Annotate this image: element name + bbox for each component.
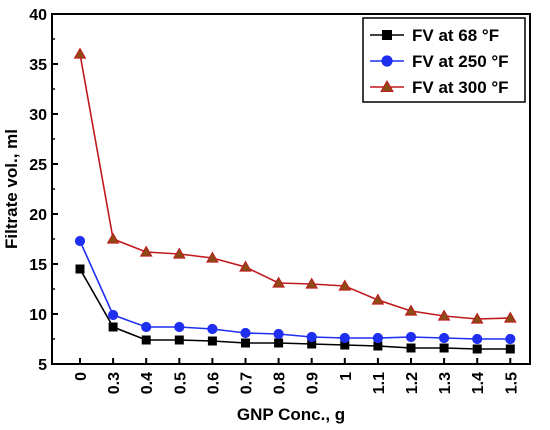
data-point	[206, 251, 219, 263]
data-point	[371, 293, 385, 305]
data-point	[108, 309, 119, 321]
series-2	[74, 235, 516, 345]
y-axis-title: Filtrate vol., ml	[2, 129, 21, 249]
data-point	[505, 344, 515, 354]
legend-item: FV at 300 °F	[370, 78, 509, 97]
data-point	[241, 338, 250, 348]
data-point	[207, 336, 217, 346]
data-point	[272, 276, 285, 288]
data-point	[406, 343, 416, 353]
legend-marker	[381, 55, 393, 67]
data-point	[139, 245, 153, 257]
y-tick-label: 30	[29, 107, 47, 124]
x-tick-label: 0	[73, 372, 90, 381]
data-point	[207, 323, 218, 335]
data-point	[141, 321, 152, 333]
x-tick-label: 0.5	[172, 372, 189, 394]
data-point	[108, 322, 118, 332]
series-line	[79, 268, 511, 350]
data-point	[174, 321, 185, 333]
x-tick-label: 0.7	[239, 372, 256, 394]
data-point	[470, 312, 484, 324]
data-point	[503, 311, 517, 323]
x-axis-title: GNP Conc., g	[237, 405, 345, 424]
data-point	[338, 279, 352, 291]
series-1	[75, 264, 515, 354]
y-tick-label: 25	[29, 157, 47, 174]
data-point	[239, 260, 252, 272]
data-point	[240, 327, 251, 339]
data-point	[439, 332, 450, 344]
y-tick-label: 35	[29, 57, 47, 74]
x-tick-label: 0.4	[139, 372, 156, 394]
x-tick-label: 0.8	[272, 372, 289, 394]
data-point	[472, 333, 483, 345]
data-point	[141, 335, 151, 345]
data-point	[172, 247, 186, 259]
x-tick-label: 1.3	[437, 372, 454, 394]
legend-label: FV at 68 °F	[412, 26, 499, 45]
series-line	[79, 240, 511, 340]
data-point	[306, 331, 317, 343]
data-point	[273, 328, 284, 340]
y-axis: 5 10 15 20 25 30 35 40	[29, 7, 58, 374]
data-point	[75, 264, 85, 274]
legend: FV at 68 °F FV at 250 °F FV at 300 °F	[362, 17, 526, 103]
x-axis: 0 0.3 0.4 0.5 0.6 0.7 0.8 0.9 1 1.1 1.2 1.3 1.4 1.5	[73, 358, 520, 394]
x-tick-label: 1.2	[404, 372, 421, 394]
data-point	[305, 277, 319, 289]
y-tick-label: 10	[29, 307, 47, 324]
series-3	[73, 47, 517, 324]
data-point	[74, 235, 86, 247]
legend-marker	[380, 79, 394, 92]
x-tick-label: 1	[338, 372, 355, 381]
y-tick-label: 5	[38, 357, 47, 374]
data-point	[405, 331, 417, 343]
legend-item: FV at 250 °F	[370, 52, 509, 71]
x-tick-label: 0.9	[305, 372, 322, 394]
y-tick-label: 15	[29, 257, 47, 274]
x-tick-label: 1.1	[371, 372, 388, 394]
data-point	[472, 344, 482, 354]
data-point	[106, 232, 120, 244]
data-point	[339, 332, 350, 344]
data-point	[372, 332, 383, 344]
legend-marker	[382, 30, 392, 40]
series-layer	[73, 47, 517, 354]
data-point	[439, 343, 449, 353]
x-tick-label: 1.4	[470, 372, 487, 394]
legend-label: FV at 250 °F	[412, 52, 509, 71]
legend-label: FV at 300 °F	[412, 78, 509, 97]
x-tick-label: 0.3	[106, 372, 123, 394]
data-point	[404, 304, 418, 316]
y-tick-label: 20	[29, 207, 47, 224]
data-point	[274, 338, 284, 348]
data-point	[174, 335, 184, 345]
x-tick-label: 0.6	[205, 372, 222, 394]
data-point	[373, 341, 383, 351]
series-line	[79, 53, 511, 320]
legend-item: FV at 68 °F	[370, 26, 499, 45]
x-tick-label: 1.5	[503, 372, 520, 394]
data-point	[505, 333, 516, 345]
data-point	[437, 309, 451, 321]
data-point	[73, 47, 87, 59]
y-tick-label: 40	[29, 7, 47, 24]
